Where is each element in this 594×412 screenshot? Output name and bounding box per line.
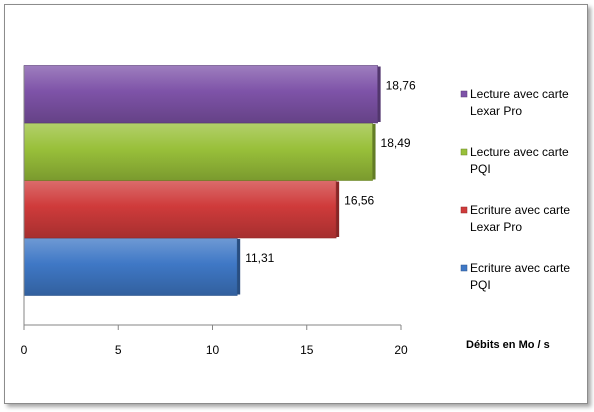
bar-2	[23, 180, 337, 239]
legend-label-1-line2: Lexar Pro	[470, 104, 522, 118]
legend-swatch-3	[460, 206, 468, 214]
legend-swatch-2	[460, 148, 468, 156]
x-tick-label-5: 5	[115, 343, 122, 357]
bar-end-1	[237, 239, 241, 295]
legend-label-2: Lecture avec carte	[470, 145, 569, 159]
legend-label-4: Ecriture avec carte	[470, 261, 570, 275]
legend-label-1: Lecture avec carte	[470, 87, 569, 101]
x-axis: 0 5 10 15 20	[21, 66, 408, 357]
legend-label-3: Ecriture avec carte	[470, 203, 570, 217]
data-label-1: 11,31	[245, 251, 274, 265]
bar-end-3	[372, 124, 376, 180]
legend-swatch-4	[460, 264, 468, 272]
x-axis-title: Débits en Mo / s	[466, 339, 550, 351]
data-label-2: 16,56	[344, 193, 374, 207]
legend-swatch-1	[460, 90, 468, 98]
legend-label-3-line2: Lexar Pro	[470, 220, 522, 234]
legend: Lecture avec carte Lexar Pro Lecture avec …	[460, 87, 570, 292]
data-label-3: 18,49	[381, 136, 411, 150]
data-label-4: 18,76	[386, 78, 416, 92]
legend-label-4-line2: PQI	[470, 278, 491, 292]
x-tick-label-10: 10	[206, 343, 220, 357]
legend-label-2-line2: PQI	[470, 162, 491, 176]
bars-layer: 11,31 16,56 18,49 18,76	[23, 65, 416, 296]
bar-4	[23, 65, 378, 124]
bar-end-2	[336, 181, 340, 237]
x-tick-label-20: 20	[394, 343, 408, 357]
bar-end-4	[377, 66, 381, 122]
x-tick-label-0: 0	[21, 343, 28, 357]
x-tick-label-15: 15	[300, 343, 314, 357]
bar-3	[23, 122, 373, 181]
bar-1	[23, 237, 238, 296]
